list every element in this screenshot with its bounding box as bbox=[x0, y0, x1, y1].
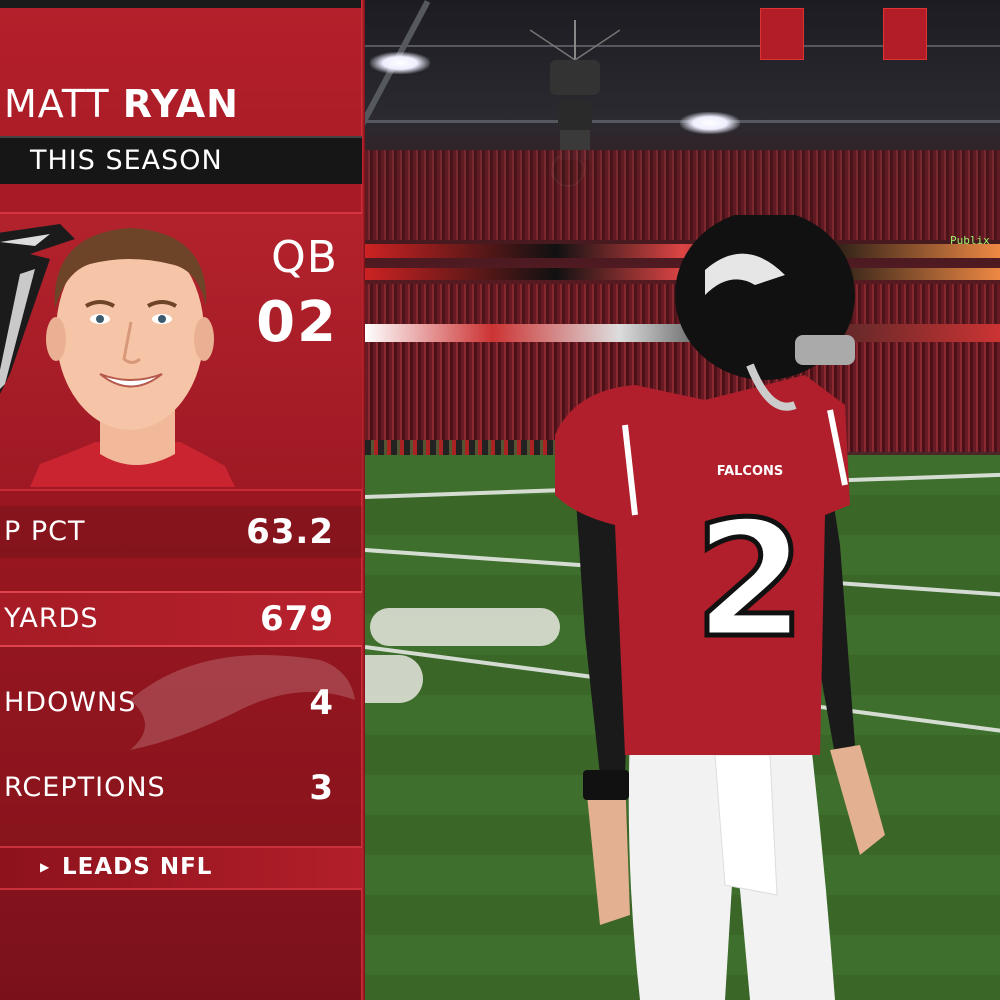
stadium-scene: Publix FALCONS 2 bbox=[365, 0, 1000, 1000]
stat-label: YARDS bbox=[4, 603, 99, 634]
stadium-light bbox=[370, 52, 430, 74]
player-figure: FALCONS 2 bbox=[555, 215, 885, 1000]
panel-edge bbox=[361, 0, 365, 1000]
stadium-light bbox=[680, 112, 740, 134]
stat-row-interceptions: RCEPTIONS 3 bbox=[0, 762, 362, 814]
play-triangle-icon: ▶ bbox=[40, 860, 50, 874]
jersey-number: 2 bbox=[694, 486, 805, 673]
position-label: QB bbox=[271, 232, 338, 283]
panel-top-strip bbox=[0, 0, 365, 8]
field-numeral bbox=[365, 655, 423, 703]
jersey-text: FALCONS bbox=[717, 464, 784, 479]
leads-nfl-bar: ▶ LEADS NFL bbox=[0, 846, 362, 890]
stat-value: 63.2 bbox=[246, 512, 334, 552]
stats-panel: MATT RYAN THIS SEASON bbox=[0, 0, 365, 1000]
leads-nfl-label: LEADS NFL bbox=[62, 854, 213, 880]
season-label: THIS SEASON bbox=[30, 145, 223, 176]
player-last-name: RYAN bbox=[122, 82, 239, 126]
roof-beam bbox=[365, 0, 431, 162]
falcon-watermark-icon bbox=[130, 655, 355, 750]
season-bar: THIS SEASON bbox=[0, 136, 362, 184]
stat-row-completion-pct: P PCT 63.2 bbox=[0, 506, 362, 558]
player-headshot bbox=[30, 228, 235, 487]
player-name: MATT RYAN bbox=[4, 82, 239, 126]
stat-value: 4 bbox=[309, 683, 334, 723]
falcons-logo-icon bbox=[0, 224, 75, 394]
sponsor-label: Publix bbox=[950, 234, 990, 247]
player-number: 02 bbox=[256, 290, 338, 355]
stat-label: RCEPTIONS bbox=[4, 772, 166, 803]
stat-value: 679 bbox=[260, 599, 334, 639]
stat-row-yards: YARDS 679 bbox=[0, 591, 362, 647]
championship-banner bbox=[883, 8, 927, 60]
stat-label: HDOWNS bbox=[4, 687, 137, 718]
championship-banner bbox=[760, 8, 804, 60]
stat-label: P PCT bbox=[4, 516, 86, 547]
stat-row-touchdowns: HDOWNS 4 bbox=[0, 677, 362, 729]
field-numeral bbox=[370, 608, 560, 646]
stat-value: 3 bbox=[309, 768, 334, 808]
roof-beam bbox=[365, 45, 1000, 47]
player-first-name: MATT bbox=[4, 82, 110, 126]
crowd-upper bbox=[365, 150, 1000, 240]
photo-area: QB 02 bbox=[0, 212, 362, 491]
